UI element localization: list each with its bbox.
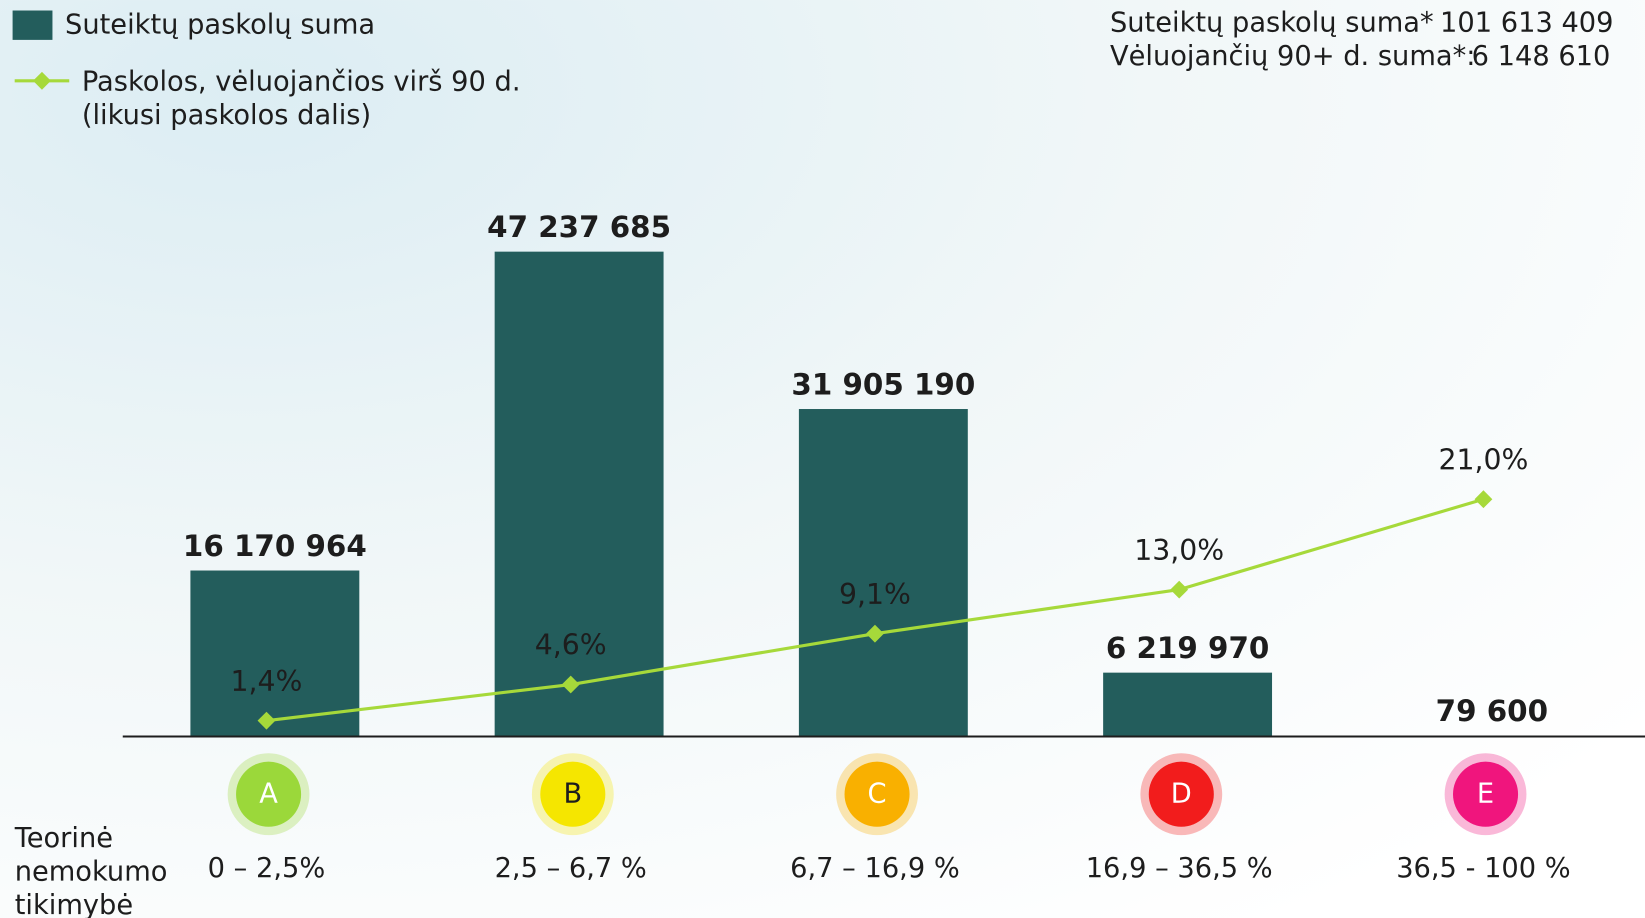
legend-label: Paskolos, vėluojančios virš 90 d. bbox=[82, 66, 521, 97]
range-axis-label: Teorinė bbox=[14, 823, 113, 854]
bar-value-label: 47 237 685 bbox=[487, 210, 671, 244]
category-label: A bbox=[259, 779, 278, 810]
plot: 16 170 964 47 237 685 31 905 190 6 219 970 7… bbox=[14, 210, 1577, 918]
legend-label: Suteiktų paskolų suma bbox=[65, 10, 375, 41]
category-badge bbox=[236, 761, 302, 827]
line-value-label: 9,1% bbox=[839, 578, 911, 611]
category-label: E bbox=[1477, 779, 1494, 810]
legend-swatch-bar bbox=[12, 10, 53, 40]
bar-value-label: 31 905 190 bbox=[791, 367, 975, 401]
bar-value-label: 16 170 964 bbox=[183, 529, 367, 563]
category-range: 6,7 – 16,9 % bbox=[790, 853, 960, 884]
bar-value-label: 6 219 970 bbox=[1106, 631, 1269, 665]
category-range: 0 – 2,5% bbox=[208, 853, 326, 884]
category-label: C bbox=[868, 779, 887, 810]
category-badge bbox=[540, 761, 606, 827]
bar bbox=[1103, 672, 1273, 737]
bar bbox=[798, 409, 968, 737]
category-badge bbox=[1453, 761, 1519, 827]
category-label: D bbox=[1171, 779, 1192, 810]
bar bbox=[190, 570, 360, 737]
range-axis-label: nemokumo bbox=[15, 856, 168, 887]
line-value-label: 13,0% bbox=[1134, 534, 1224, 567]
range-axis-label: tikimybė bbox=[15, 890, 133, 918]
bar-value-label: 79 600 bbox=[1436, 694, 1548, 728]
category-range: 16,9 – 36,5 % bbox=[1086, 853, 1273, 884]
line-value-label: 1,4% bbox=[231, 665, 303, 698]
summary-label: Vėluojančių 90+ d. suma*: bbox=[1110, 41, 1475, 72]
line-value-label: 21,0% bbox=[1438, 443, 1528, 476]
category-label: B bbox=[563, 779, 582, 810]
summary-label: Suteiktų paskolų suma* bbox=[1110, 8, 1434, 39]
legend-marker bbox=[33, 71, 51, 90]
summary-value: 101 613 409 bbox=[1440, 8, 1613, 39]
legend-label-detail: (likusi paskolos dalis) bbox=[82, 100, 371, 131]
line-value-label: 4,6% bbox=[535, 629, 607, 662]
bar bbox=[494, 251, 664, 737]
category-range: 2,5 – 6,7 % bbox=[495, 853, 647, 884]
line-marker bbox=[1474, 490, 1493, 509]
category-badge bbox=[844, 761, 910, 827]
summary-value: 6 148 610 bbox=[1472, 41, 1611, 72]
category-range: 36,5 - 100 % bbox=[1396, 853, 1570, 884]
category-badge bbox=[1148, 761, 1214, 827]
